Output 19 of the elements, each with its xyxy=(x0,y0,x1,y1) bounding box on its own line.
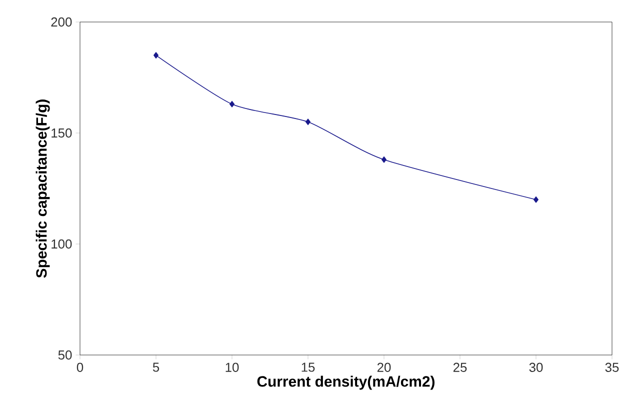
x-tick-label: 5 xyxy=(152,362,160,372)
x-tick-label: 10 xyxy=(226,362,239,372)
x-axis-title: Current density(mA/cm2) xyxy=(257,376,434,390)
x-tick-label: 35 xyxy=(605,362,619,372)
point xyxy=(154,52,158,58)
point xyxy=(230,100,234,108)
y-tick-label: 50 xyxy=(58,350,72,360)
y-axis-title: Specific capacitance(F/g) xyxy=(36,100,50,278)
x-tick-label: 30 xyxy=(529,362,543,372)
x-tick-label: 25 xyxy=(453,362,467,372)
point xyxy=(382,156,386,163)
point xyxy=(534,196,538,203)
point xyxy=(306,118,310,126)
y-tick-label: 200 xyxy=(51,17,72,27)
y-tick-label: 100 xyxy=(52,239,72,249)
x-tick-label: 0 xyxy=(76,362,84,372)
x-tick-label: 20 xyxy=(377,362,391,372)
x-tick-label: 15 xyxy=(302,362,315,372)
y-tick-label: 150 xyxy=(52,128,72,138)
